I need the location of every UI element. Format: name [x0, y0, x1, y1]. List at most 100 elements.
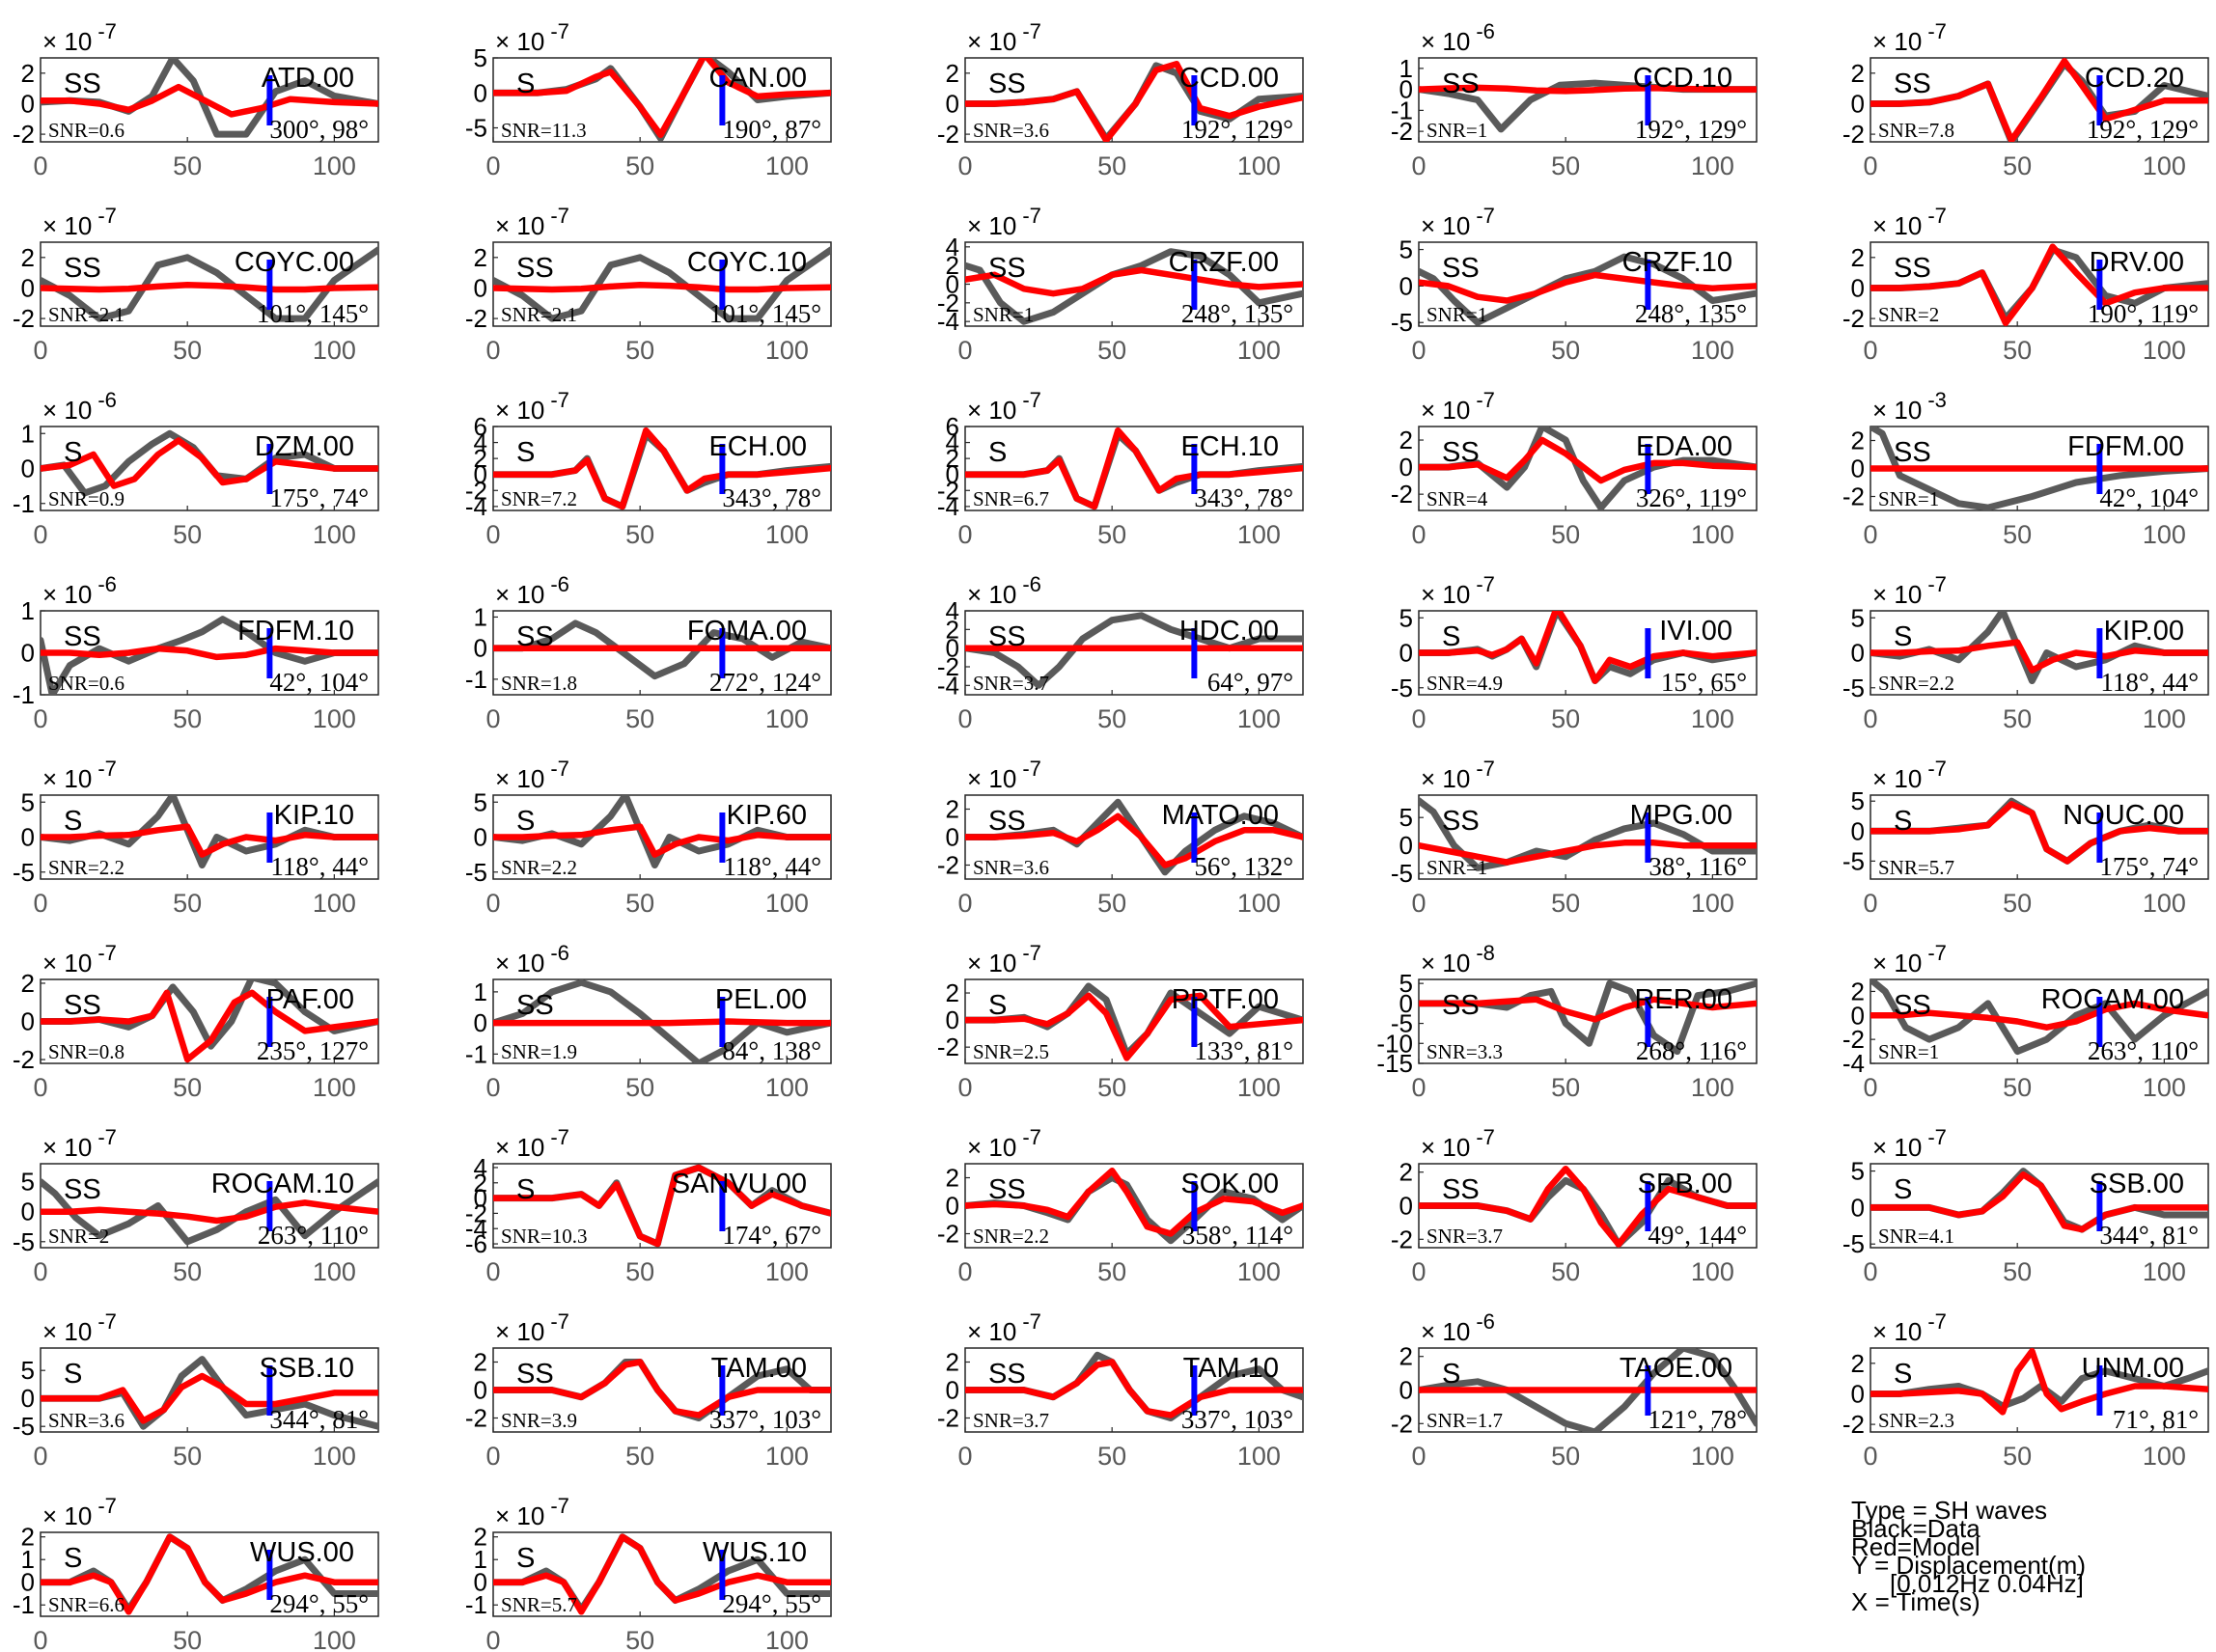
- axes-box: [40, 1347, 379, 1433]
- azimuth-label: 64°, 97°: [1207, 668, 1293, 697]
- exponent-value: -7: [97, 204, 117, 228]
- y-tick-label: -5: [1391, 308, 1413, 337]
- x-tick-label: 0: [1411, 520, 1426, 549]
- y-tick-label: -1: [13, 680, 35, 709]
- x-tick-label: 50: [625, 151, 654, 180]
- exponent-value: -7: [1476, 757, 1495, 781]
- y-tick-label: 2: [21, 243, 35, 272]
- phase-label: SS: [1894, 69, 1931, 99]
- data-trace: [1419, 1348, 1757, 1432]
- phase-label: SS: [64, 990, 101, 1021]
- x-tick-label: 50: [1097, 336, 1126, 365]
- exponent-value: -7: [1927, 1309, 1947, 1334]
- x-tick-label: 0: [957, 1442, 972, 1471]
- x-tick-label: 0: [1863, 889, 1877, 918]
- station-label: TAM.00: [711, 1353, 807, 1384]
- station-label: ROCAM.10: [211, 1169, 354, 1199]
- y-tick-label: 0: [1851, 639, 1865, 668]
- x-tick-label: 100: [1237, 336, 1281, 365]
- model-trace: [493, 1359, 831, 1418]
- y-tick-label: -1: [13, 1590, 35, 1619]
- station-label: MPG.00: [1630, 800, 1732, 831]
- phase-label: S: [64, 437, 82, 468]
- x-tick-label: 100: [1237, 520, 1281, 549]
- x-tick-label: 100: [765, 1442, 809, 1471]
- model-trace: [493, 823, 831, 858]
- y-tick-label: 0: [946, 823, 959, 852]
- phase-label: S: [1442, 621, 1460, 652]
- x-tick-label: 0: [33, 520, 47, 549]
- station-label: HDC.00: [1179, 616, 1279, 647]
- phase-label: S: [64, 1543, 82, 1574]
- exponent-label: × 10 -6: [1421, 1309, 1495, 1346]
- data-trace: [493, 620, 831, 680]
- azimuth-label: 174°, 67°: [722, 1221, 821, 1250]
- y-tick-label: 2: [1851, 1349, 1865, 1378]
- data-trace: [41, 1178, 378, 1246]
- y-tick-label: 0: [474, 1184, 487, 1213]
- x-tick-label: 50: [625, 1626, 654, 1652]
- x-tick-label: 50: [1551, 704, 1580, 733]
- x-tick-label: 0: [1863, 520, 1877, 549]
- y-tick-label: -4: [937, 671, 959, 700]
- x-tick-label: 50: [2003, 889, 2032, 918]
- phase-label: S: [516, 1543, 535, 1574]
- y-tick-label: -2: [937, 652, 959, 681]
- x-tick-label: 0: [485, 1257, 500, 1286]
- phase-label: SS: [1442, 1174, 1480, 1205]
- snr-label: SNR=1: [1427, 119, 1487, 142]
- y-tick-label: -5: [1391, 859, 1413, 888]
- exponent-label: × 10 -6: [1421, 19, 1495, 56]
- model-trace: [1870, 1000, 2208, 1031]
- snr-label: SNR=2.2: [501, 856, 577, 879]
- model-trace: [41, 989, 378, 1063]
- data-trace: [1870, 427, 2208, 510]
- snr-label: SNR=0.9: [48, 487, 125, 510]
- y-tick-label: 0: [946, 1005, 959, 1034]
- snr-label: SNR=6.6: [48, 1593, 125, 1616]
- x-tick-label: 100: [765, 1626, 809, 1652]
- y-tick-label: 5: [1399, 969, 1413, 998]
- azimuth-label: 121°, 78°: [1648, 1405, 1747, 1434]
- exponent-value: -7: [550, 1309, 569, 1334]
- exponent-label: × 10 -7: [42, 1125, 117, 1162]
- snr-label: SNR=3.7: [1427, 1225, 1503, 1248]
- exponent-label: × 10 -7: [42, 204, 117, 240]
- azimuth-label: 272°, 124°: [709, 668, 821, 697]
- y-tick-label: -5: [1842, 846, 1865, 875]
- snr-label: SNR=11.3: [501, 119, 587, 142]
- exponent-value: -6: [1476, 1309, 1495, 1334]
- model-trace: [41, 437, 378, 489]
- y-tick-label: -5: [13, 858, 35, 887]
- azimuth-label: 300°, 98°: [269, 115, 369, 144]
- x-tick-label: 100: [1237, 1073, 1281, 1102]
- exponent-value: -7: [1022, 204, 1041, 228]
- y-tick-label: -2: [465, 1198, 487, 1227]
- station-label: KIP.60: [727, 800, 807, 831]
- y-tick-label: 5: [21, 787, 35, 816]
- exponent-label: × 10 -7: [1872, 941, 1947, 977]
- exponent-value: -7: [1022, 941, 1041, 965]
- x-tick-label: 0: [1411, 1442, 1426, 1471]
- exponent-value: -7: [550, 19, 569, 43]
- legend-model: Red=Model: [1851, 1532, 1981, 1561]
- station-label: ROCAM.00: [2041, 984, 2184, 1015]
- y-tick-label: -5: [465, 114, 487, 143]
- model-trace: [493, 1533, 831, 1615]
- model-trace: [41, 282, 378, 293]
- exponent-label: × 10 -7: [42, 19, 117, 56]
- exponent-value: -6: [550, 941, 569, 965]
- x-tick-label: 50: [625, 704, 654, 733]
- exponent-label: × 10 -7: [495, 204, 569, 240]
- exponent-value: -3: [1927, 388, 1947, 412]
- y-tick-label: 2: [946, 795, 959, 824]
- x-tick-label: 100: [1691, 1442, 1734, 1471]
